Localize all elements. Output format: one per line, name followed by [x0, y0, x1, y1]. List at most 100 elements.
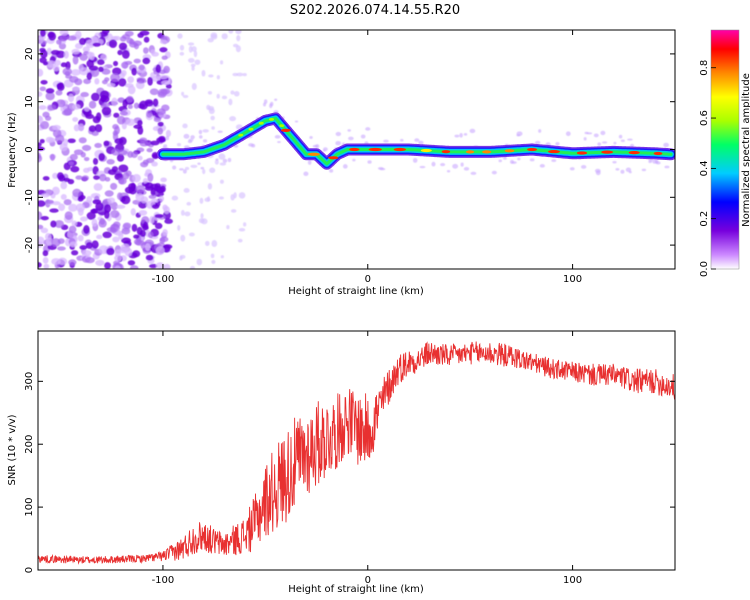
- spectrogram-noise-blob: [315, 144, 320, 149]
- spectrogram-noise-blob: [329, 168, 334, 173]
- spectrogram-noise-blob: [83, 225, 90, 234]
- spectrogram-noise-blob: [335, 131, 342, 137]
- spectrogram-noise-blob: [133, 58, 141, 64]
- spectrogram-noise-blob: [77, 123, 85, 132]
- spectrogram-noise-blob: [112, 236, 120, 243]
- spectrogram-noise-blob: [618, 134, 623, 139]
- spectrogram-noise-blob: [82, 249, 92, 256]
- spectrogram-noise-blob: [45, 237, 54, 246]
- spectrogram-noise-blob: [111, 166, 119, 173]
- spectrogram-noise-blob: [127, 76, 135, 84]
- spectrogram-noise-blob: [159, 47, 168, 53]
- spectrogram-noise-blob: [160, 88, 171, 95]
- spectrogram-noise-blob: [38, 146, 45, 151]
- spectrogram-noise-blob: [151, 161, 158, 167]
- spectrogram-noise-blob: [66, 35, 77, 41]
- spectrogram-noise-blob: [120, 195, 131, 205]
- spectrogram-noise-blob: [121, 227, 131, 235]
- spectrogram-noise-blob: [140, 196, 149, 204]
- spectrogram-noise-blob: [118, 164, 129, 173]
- spectrogram-noise-blob: [233, 90, 240, 97]
- spectrogram-noise-blob: [233, 192, 237, 199]
- spectrogram-noise-blob: [82, 46, 90, 53]
- spectrogram-noise-blob: [182, 169, 187, 174]
- spectrogram-noise-blob: [55, 134, 65, 144]
- spectrogram-ridge-peak: [328, 156, 339, 160]
- spectrogram-noise-blob: [52, 65, 60, 72]
- colorbar: 0.0 0.2 0.4 0.6 0.8 Normalized spectral ampl…: [699, 29, 750, 277]
- spectrogram-noise-blob: [57, 246, 66, 251]
- spectrogram-noise-blob: [40, 120, 50, 130]
- spectrogram-noise-blob: [78, 64, 84, 72]
- colorbar-tick-label: 0.8: [699, 60, 710, 76]
- spectrogram-noise-blob: [419, 165, 426, 169]
- colorbar-ticks: 0.0 0.2 0.4 0.6 0.8: [699, 60, 716, 277]
- spectrogram-noise-blob: [70, 69, 81, 76]
- spectrogram-noise-blob: [117, 49, 123, 56]
- spectrogram-noise-blob: [100, 53, 108, 61]
- spectrogram-ytick-label: 0: [24, 146, 35, 152]
- spectrogram-noise-blob: [78, 137, 87, 144]
- snr-xlabel: Height of straight line (km): [288, 584, 424, 595]
- spectrogram-noise-blob: [48, 31, 57, 41]
- spectrogram-noise-blob: [131, 67, 137, 76]
- spectrogram-noise-blob: [352, 158, 356, 162]
- spectrogram-noise-blob: [42, 250, 49, 257]
- spectrogram-noise-blob: [133, 238, 142, 246]
- spectrogram-noise-blob: [163, 263, 171, 269]
- spectrogram-noise-blob: [188, 45, 193, 53]
- spectrogram-noise-blob: [68, 259, 77, 266]
- spectrogram-noise-blob: [161, 80, 171, 86]
- spectrogram-noise-blob: [47, 104, 57, 111]
- spectrogram-noise-blob: [144, 100, 154, 107]
- colorbar-label: Normalized spectral amplitude: [741, 73, 750, 227]
- spectrogram-noise-blob: [191, 65, 195, 71]
- spectrogram-noise-blob: [114, 265, 121, 269]
- spectrogram-noise-blob: [94, 142, 102, 149]
- spectrogram-noise-blob: [201, 69, 206, 77]
- spectrogram-noise-blob: [143, 47, 149, 54]
- spectrogram-noise-blob: [93, 183, 103, 191]
- spectrogram-ridge-peak: [420, 148, 432, 153]
- spectrogram-noise-blob: [440, 163, 446, 167]
- spectrogram-noise-blob: [210, 115, 215, 121]
- spectrogram-noise-blob: [232, 43, 239, 48]
- spectrogram-noise-blob: [586, 132, 593, 135]
- spectrogram-xtick-label: 0: [365, 274, 371, 285]
- spectrogram-noise-blob: [242, 72, 247, 77]
- spectrogram-noise-blob: [79, 245, 88, 250]
- spectrogram-noise-blob: [141, 216, 150, 225]
- spectrogram-noise-blob: [104, 262, 111, 269]
- snr-ytick-label: 0: [24, 567, 35, 573]
- spectrogram-noise-blob: [205, 240, 210, 247]
- spectrogram-noise-blob: [135, 185, 146, 194]
- spectrogram-noise-blob: [106, 159, 115, 165]
- spectrogram-noise-blob: [132, 173, 141, 183]
- spectrogram-noise-blob: [229, 116, 237, 122]
- spectrogram-noise-blob: [118, 78, 127, 87]
- spectrogram-noise-blob: [59, 143, 68, 152]
- spectrogram-noise-blob: [42, 61, 49, 66]
- spectrogram-noise-blob: [113, 112, 120, 118]
- spectrogram-noise-blob: [238, 192, 246, 199]
- spectrogram-noise-blob: [65, 61, 71, 70]
- spectrogram-noise-blob: [529, 158, 535, 162]
- spectrogram-noise-blob: [580, 165, 587, 169]
- spectrogram-noise-blob: [613, 141, 617, 145]
- spectrogram-noise-blob: [208, 74, 214, 78]
- spectrogram-noise-blob: [172, 165, 177, 170]
- spectrogram-noise-blob: [81, 144, 92, 152]
- spectrogram-noise-blob: [627, 138, 633, 141]
- spectrogram-noise-blob: [207, 90, 213, 95]
- spectrogram-noise-blob: [56, 39, 62, 45]
- spectrogram-noise-blob: [452, 163, 459, 169]
- spectrogram-noise-blob: [75, 203, 85, 213]
- spectrogram-noise-blob: [72, 55, 79, 65]
- spectrogram-noise-blob: [220, 255, 224, 259]
- spectrogram-noise-blob: [38, 68, 44, 77]
- spectrogram-noise-blob: [230, 209, 237, 213]
- spectrogram-noise-blob: [615, 167, 620, 171]
- spectrogram-noise-blob: [216, 93, 220, 99]
- spectrogram-noise-blob: [133, 102, 140, 109]
